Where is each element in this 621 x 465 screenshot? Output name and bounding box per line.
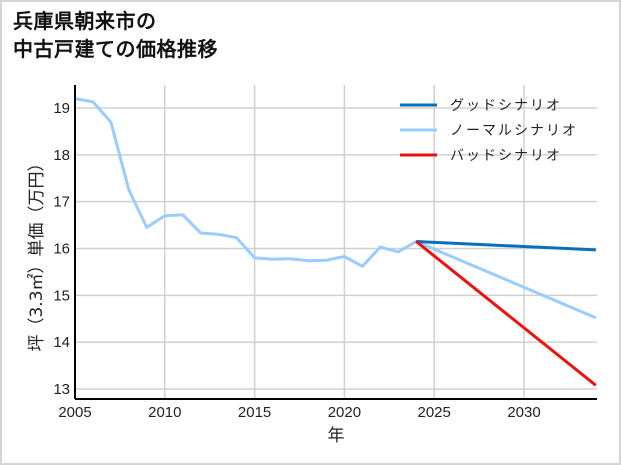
legend-label: ノーマルシナリオ <box>450 123 578 139</box>
y-tick-label: 17 <box>53 194 70 211</box>
series-line <box>415 240 597 387</box>
y-tick-label: 15 <box>53 287 70 304</box>
title-line-1: 兵庫県朝来市の <box>13 9 157 33</box>
y-tick-label: 14 <box>53 334 70 351</box>
chart-title: 兵庫県朝来市の 中古戸建ての価格推移 <box>13 7 218 63</box>
x-tick-label: 2020 <box>328 404 361 421</box>
axes <box>74 85 597 400</box>
y-axis-label: 坪（3.3㎡）単価（万円） <box>27 154 47 351</box>
series-line <box>74 97 597 320</box>
x-tick-label: 2015 <box>238 404 271 421</box>
y-tick-label: 16 <box>53 241 70 258</box>
x-tick-label: 2010 <box>148 404 181 421</box>
x-tick-label: 2030 <box>507 404 540 421</box>
legend-label: グッドシナリオ <box>450 98 562 114</box>
y-tick-label: 19 <box>53 100 70 117</box>
title-line-2: 中古戸建ての価格推移 <box>13 37 218 61</box>
tick-labels: 2005 2010 2015 2020 2025 2030 13 14 15 16 17 18 19 <box>53 100 540 421</box>
legend-label: バッドシナリオ <box>450 148 562 164</box>
x-tick-label: 2025 <box>418 404 451 421</box>
x-tick-label: 2005 <box>58 404 91 421</box>
data-lines <box>74 97 597 387</box>
y-tick-label: 13 <box>53 381 70 398</box>
y-tick-label: 18 <box>53 147 70 164</box>
x-axis-label: 年 <box>328 426 345 446</box>
series-line <box>416 240 596 252</box>
